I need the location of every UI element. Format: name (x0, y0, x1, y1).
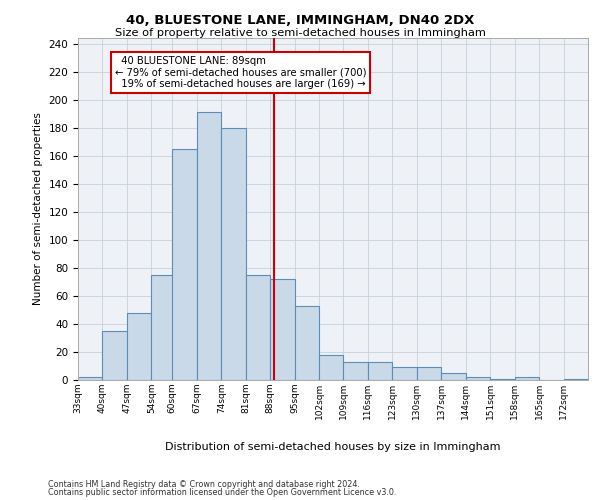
Bar (103, 331, 127, 380)
Bar (490, 378, 515, 380)
Bar (295, 306, 319, 380)
Bar (563, 378, 588, 380)
Bar (197, 112, 221, 380)
Bar (466, 377, 490, 380)
Bar (441, 373, 466, 380)
Text: Distribution of semi-detached houses by size in Immingham: Distribution of semi-detached houses by … (165, 442, 501, 452)
Text: Size of property relative to semi-detached houses in Immingham: Size of property relative to semi-detach… (115, 28, 485, 38)
Text: 40 BLUESTONE LANE: 89sqm
← 79% of semi-detached houses are smaller (700)
  19% o: 40 BLUESTONE LANE: 89sqm ← 79% of semi-d… (115, 56, 366, 89)
Bar (319, 355, 343, 380)
Bar (245, 275, 270, 380)
Text: Contains public sector information licensed under the Open Government Licence v3: Contains public sector information licen… (48, 488, 397, 497)
Bar (368, 362, 392, 380)
Bar (417, 368, 441, 380)
Bar (270, 280, 295, 380)
Text: 40, BLUESTONE LANE, IMMINGHAM, DN40 2DX: 40, BLUESTONE LANE, IMMINGHAM, DN40 2DX (126, 14, 474, 27)
Bar (78, 377, 103, 380)
Bar (515, 377, 539, 380)
Bar (151, 275, 176, 380)
Bar (172, 150, 197, 380)
Text: Contains HM Land Registry data © Crown copyright and database right 2024.: Contains HM Land Registry data © Crown c… (48, 480, 360, 489)
Bar (127, 313, 151, 380)
Bar (392, 368, 417, 380)
Bar (221, 128, 245, 380)
Y-axis label: Number of semi-detached properties: Number of semi-detached properties (33, 112, 43, 305)
Bar (343, 362, 368, 380)
